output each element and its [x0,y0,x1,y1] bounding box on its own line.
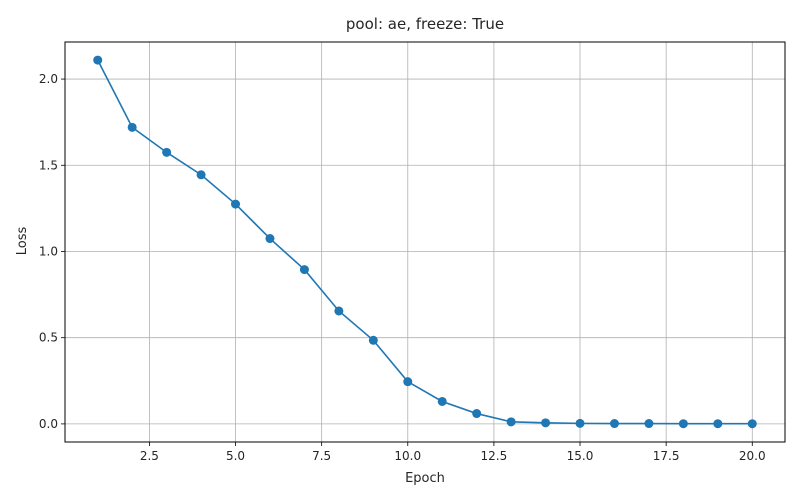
data-point [368,335,378,345]
y-tick-label: 1.0 [39,244,58,258]
data-point [93,55,103,65]
data-point [506,417,516,427]
y-tick-label: 2.0 [39,72,58,86]
data-point [231,199,241,209]
data-point [265,234,275,244]
data-point [575,418,585,428]
loss-line [97,59,753,425]
data-point [403,377,413,387]
y-tick-label: 0.5 [39,331,58,345]
x-tick-label: 10.0 [394,449,421,463]
loss-series [93,55,757,429]
chart-title: pool: ae, freeze: True [346,15,504,33]
y-tick-label: 1.5 [39,158,58,172]
data-point [678,419,688,429]
x-tick-label: 7.5 [312,449,331,463]
data-point [747,419,757,429]
data-point [196,170,206,180]
grid-lines [65,42,785,442]
x-axis-label: Epoch [405,471,445,486]
data-point [127,122,137,132]
data-point [162,147,172,157]
data-point [437,396,447,406]
x-tick-label: 12.5 [481,449,508,463]
y-axis-label: Loss [15,227,30,256]
x-tick-label: 2.5 [140,449,159,463]
x-tick-label: 20.0 [739,449,766,463]
x-tick-label: 17.5 [653,449,680,463]
data-point [713,419,723,429]
y-tick-label: 0.0 [39,417,58,431]
data-point [541,418,551,428]
data-point [644,419,654,429]
plot-frame [64,41,786,443]
x-axis-ticks: 2.5 5.0 7.5 10.0 12.5 15.0 17.5 20.0 [140,442,766,463]
data-point [334,306,344,316]
y-axis-ticks: 0.0 0.5 1.0 1.5 2.0 [39,72,65,431]
data-point [472,409,482,419]
data-point [299,265,309,275]
x-tick-label: 5.0 [226,449,245,463]
x-tick-label: 15.0 [567,449,594,463]
data-point [609,419,619,429]
